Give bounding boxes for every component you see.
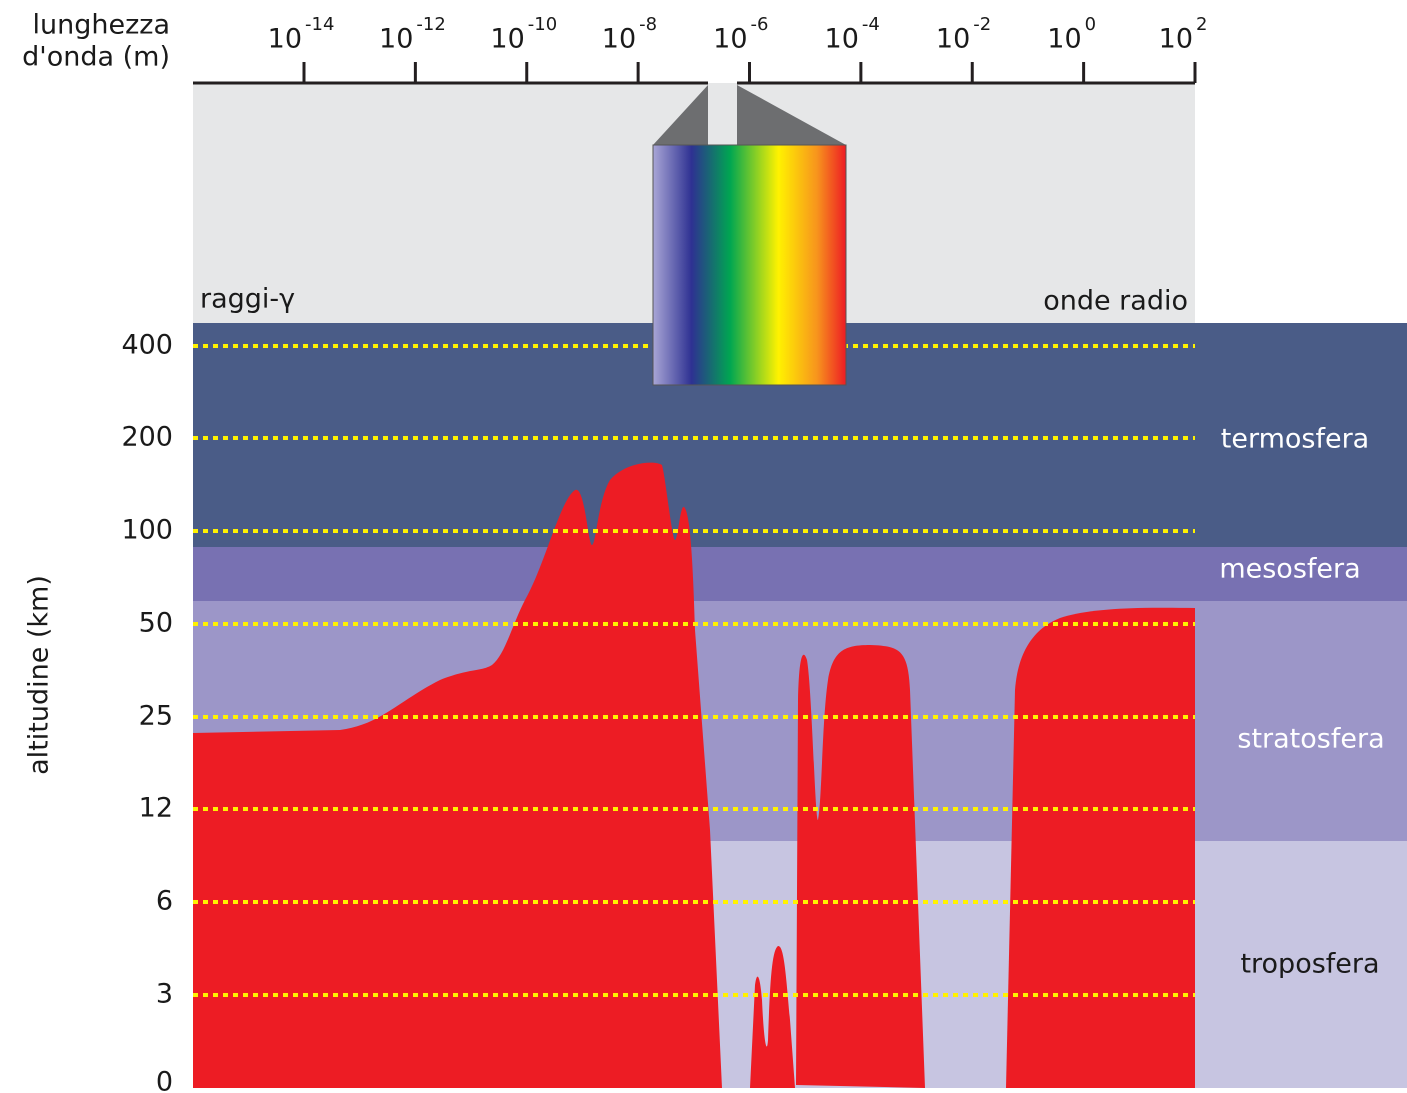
x-tick-base: 10 [825,24,859,55]
x-tick-exp: -12 [416,14,445,35]
layer-label: mesosfera [1219,554,1360,585]
x-tick-exp: -6 [751,14,769,35]
x-tick-exp: 2 [1196,14,1207,35]
y-tick-label: 400 [121,330,173,361]
y-tick-label: 0 [156,1067,173,1093]
zoom-wedge [737,85,846,145]
x-tick-base: 10 [490,24,524,55]
mesosphere [193,547,1407,601]
end-label: onde radio [1043,286,1188,317]
x-tick-exp: -8 [639,14,657,35]
x-tick-base: 10 [379,24,413,55]
y-tick-label: 50 [139,608,173,639]
end-label: raggi-γ [200,284,295,315]
x-axis-title: lunghezza [33,10,170,41]
x-tick-base: 10 [713,24,747,55]
y-tick-label: 25 [139,701,173,732]
x-axis-title: d'onda (m) [22,42,170,73]
x-tick-base: 10 [936,24,970,55]
y-tick-label: 100 [121,515,173,546]
y-axis-title: altitudine (km) [24,575,55,775]
x-tick-exp: 0 [1085,14,1096,35]
y-tick-label: 12 [139,793,173,824]
x-tick-base: 10 [1047,24,1081,55]
x-tick-base: 10 [602,24,636,55]
x-tick-exp: -10 [528,14,557,35]
y-tick-label: 6 [156,886,173,917]
layer-label: stratosfera [1237,724,1384,755]
y-tick-label: 200 [121,422,173,453]
x-tick-exp: -2 [973,14,991,35]
layer-label: termosfera [1221,424,1369,455]
visible-spectrum [652,144,847,386]
y-tick-label: 3 [156,979,173,1010]
opacity [193,462,1195,1088]
x-tick-exp: -14 [305,14,334,35]
x-tick-base: 10 [1159,24,1193,55]
zoom-wedge [653,85,708,145]
layer-label: troposfera [1240,949,1379,980]
x-tick-exp: -4 [862,14,880,35]
x-tick-base: 10 [268,24,302,55]
